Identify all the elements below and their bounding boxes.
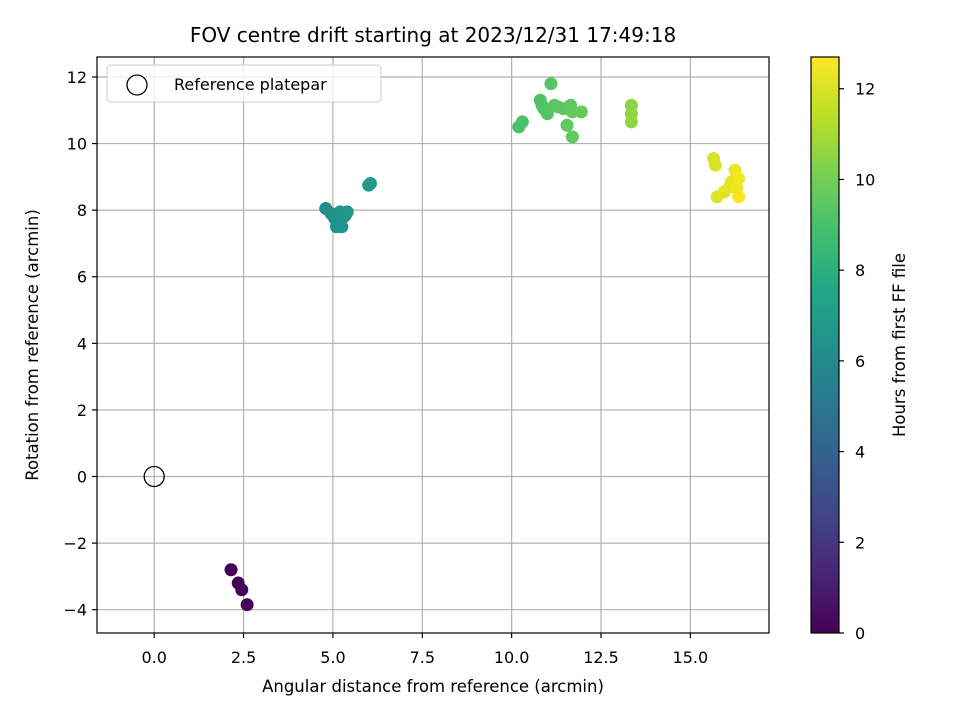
y-axis-ticks: −4 −2 0 2 4 6 8 10 12 xyxy=(63,68,97,620)
x-tick-label: 15.0 xyxy=(673,648,709,667)
grid-lines xyxy=(97,57,769,633)
colorbar: 0 2 4 6 8 10 12 Hours from first FF file xyxy=(810,56,909,643)
legend-label: Reference platepar xyxy=(174,75,327,94)
scatter-points xyxy=(224,77,746,612)
data-point xyxy=(732,190,746,204)
data-point xyxy=(574,105,588,119)
colorbar-tick-label: 2 xyxy=(855,533,865,552)
legend-open-circle-icon xyxy=(126,74,148,96)
plot-frame xyxy=(96,56,770,634)
data-point xyxy=(240,598,254,612)
data-point xyxy=(363,177,377,191)
colorbar-tick-label: 12 xyxy=(855,80,875,99)
y-tick-label: 0 xyxy=(77,468,87,487)
data-point xyxy=(732,172,746,186)
data-point xyxy=(515,115,529,129)
y-tick-label: −4 xyxy=(63,601,87,620)
colorbar-tick-label: 0 xyxy=(855,624,865,643)
x-axis-ticks: 0.0 2.5 5.0 7.5 10.0 12.5 15.0 xyxy=(141,633,708,667)
colorbar-tick-label: 4 xyxy=(855,443,865,462)
data-point xyxy=(565,130,579,144)
x-tick-label: 5.0 xyxy=(320,648,345,667)
data-point xyxy=(624,115,638,129)
data-point xyxy=(224,563,238,577)
data-point xyxy=(335,220,349,234)
x-axis-label: Angular distance from reference (arcmin) xyxy=(262,677,604,696)
y-tick-label: 2 xyxy=(77,401,87,420)
y-tick-label: 6 xyxy=(77,268,87,287)
y-tick-label: 4 xyxy=(77,334,87,353)
data-point xyxy=(544,77,558,91)
legend-box xyxy=(106,64,382,103)
y-tick-label: 8 xyxy=(77,201,87,220)
x-tick-label: 12.5 xyxy=(583,648,619,667)
y-tick-label: 10 xyxy=(67,135,87,154)
legend: Reference platepar xyxy=(106,64,382,103)
reference-marker-group xyxy=(143,465,165,488)
colorbar-ticks: 0 2 4 6 8 10 12 xyxy=(839,80,875,643)
chart-title: FOV centre drift starting at 2023/12/31 … xyxy=(190,23,676,47)
colorbar-tick-label: 8 xyxy=(855,261,865,280)
y-tick-label: −2 xyxy=(63,534,87,553)
colorbar-gradient xyxy=(811,57,839,633)
data-point xyxy=(235,583,249,597)
colorbar-tick-label: 6 xyxy=(855,352,865,371)
x-tick-label: 7.5 xyxy=(410,648,435,667)
y-tick-label: 12 xyxy=(67,68,87,87)
x-tick-label: 0.0 xyxy=(141,648,166,667)
y-axis-label: Rotation from reference (arcmin) xyxy=(23,209,42,481)
data-point xyxy=(340,205,354,219)
data-point xyxy=(560,118,574,132)
colorbar-frame xyxy=(810,56,840,634)
colorbar-label: Hours from first FF file xyxy=(890,253,909,437)
colorbar-tick-label: 10 xyxy=(855,170,875,189)
x-tick-label: 2.5 xyxy=(231,648,256,667)
data-point xyxy=(565,105,579,119)
data-point xyxy=(708,158,722,172)
x-tick-label: 10.0 xyxy=(494,648,530,667)
reference-platepar-marker xyxy=(143,465,165,488)
